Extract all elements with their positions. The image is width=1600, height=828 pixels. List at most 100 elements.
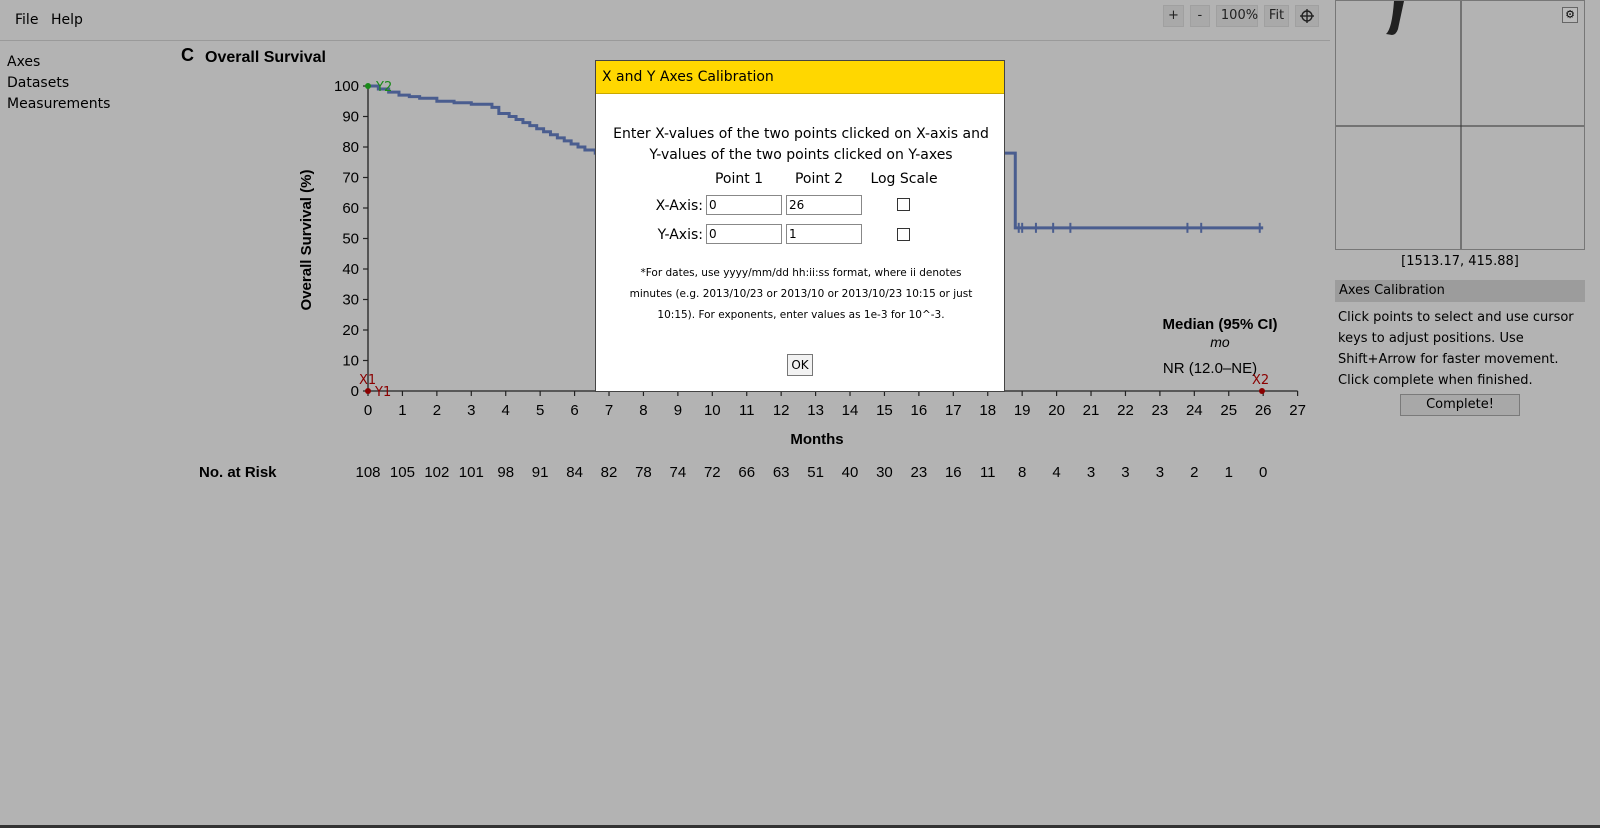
panel-line: Click complete when finished. xyxy=(1338,373,1533,388)
x-axis-label: Months xyxy=(790,431,843,448)
risk-count: 105 xyxy=(390,464,415,481)
x-point2-input[interactable] xyxy=(786,195,862,215)
risk-count: 102 xyxy=(424,464,449,481)
risk-count: 72 xyxy=(704,464,721,481)
x-tick-label: 3 xyxy=(467,402,475,419)
zoom-level-button[interactable]: 100% xyxy=(1215,5,1258,27)
risk-count: 2 xyxy=(1190,464,1198,481)
column-header-point2: Point 2 xyxy=(794,171,844,187)
y-tick-label: 40 xyxy=(342,261,359,278)
x-log-scale-checkbox[interactable] xyxy=(897,198,910,211)
sidebar-item-axes[interactable]: Axes xyxy=(7,54,41,70)
x-tick-label: 5 xyxy=(536,402,544,419)
ok-button[interactable]: OK xyxy=(787,354,813,376)
y-tick-label: 0 xyxy=(351,383,359,400)
instruction-line: Enter X-values of the two points clicked… xyxy=(613,126,989,142)
y-axis-row-label: Y-Axis: xyxy=(657,227,703,243)
y-tick-label: 100 xyxy=(334,78,359,95)
zoom-toolbar: + - 100% Fit xyxy=(1163,5,1320,27)
risk-count: 0 xyxy=(1259,464,1267,481)
calibration-dialog: X and Y Axes Calibration Enter X-values … xyxy=(595,60,1005,392)
x-tick-label: 22 xyxy=(1117,402,1134,419)
risk-count: 101 xyxy=(459,464,484,481)
x-point1-input[interactable] xyxy=(706,195,782,215)
x-tick-label: 27 xyxy=(1289,402,1306,419)
risk-count: 8 xyxy=(1018,464,1026,481)
x-tick-label: 15 xyxy=(876,402,893,419)
risk-count: 78 xyxy=(635,464,652,481)
x-tick-label: 10 xyxy=(704,402,721,419)
risk-count: 1 xyxy=(1225,464,1233,481)
panel-title: Axes Calibration xyxy=(1335,280,1585,302)
instruction-line: Y-values of the two points clicked on Y-… xyxy=(649,147,953,163)
crosshair-icon[interactable] xyxy=(1295,5,1320,27)
x-tick-label: 1 xyxy=(398,402,406,419)
dialog-title: X and Y Axes Calibration xyxy=(596,61,1004,94)
marker-y2-label: Y2 xyxy=(375,80,392,95)
risk-count: 40 xyxy=(842,464,859,481)
x-tick-label: 16 xyxy=(911,402,928,419)
x-tick-label: 25 xyxy=(1220,402,1237,419)
sidebar-item-measurements[interactable]: Measurements xyxy=(7,96,111,112)
risk-count: 11 xyxy=(980,464,996,481)
risk-count: 16 xyxy=(945,464,962,481)
x-tick-label: 11 xyxy=(739,402,755,419)
marker-x2-point[interactable] xyxy=(1259,388,1265,394)
bottom-strip xyxy=(0,825,1600,828)
cursor-coordinates: [1513.17, 415.88] xyxy=(1401,254,1519,269)
x-tick-label: 17 xyxy=(945,402,962,419)
x-tick-label: 9 xyxy=(674,402,682,419)
marker-x1-y1-point[interactable] xyxy=(365,388,371,394)
x-tick-label: 8 xyxy=(639,402,647,419)
x-tick-label: 26 xyxy=(1255,402,1272,419)
dialog-instructions: Enter X-values of the two points clicked… xyxy=(596,124,1006,166)
x-tick-label: 18 xyxy=(979,402,996,419)
median-header: Median (95% CI) xyxy=(1162,316,1277,333)
x-tick-label: 20 xyxy=(1048,402,1065,419)
zoom-in-button[interactable]: + xyxy=(1163,5,1184,27)
menu-bar: File Help + - 100% Fit xyxy=(0,0,1330,41)
marker-x2-label: X2 xyxy=(1252,373,1269,388)
marker-y2-point[interactable] xyxy=(365,83,371,89)
zoom-fit-button[interactable]: Fit xyxy=(1263,5,1290,27)
menu-help[interactable]: Help xyxy=(51,12,83,28)
x-tick-label: 2 xyxy=(433,402,441,419)
y-tick-label: 90 xyxy=(342,109,359,126)
column-header-log-scale: Log Scale xyxy=(870,171,938,187)
risk-count: 66 xyxy=(738,464,755,481)
y-tick-label: 30 xyxy=(342,292,359,309)
figure-title: Overall Survival xyxy=(205,49,326,66)
y-tick-label: 60 xyxy=(342,200,359,217)
sidebar: Axes Datasets Measurements xyxy=(7,52,110,115)
y-log-scale-checkbox[interactable] xyxy=(897,228,910,241)
marker-x1-label: X1 xyxy=(359,373,376,388)
zoom-out-button[interactable]: - xyxy=(1189,5,1210,27)
y-point1-input[interactable] xyxy=(706,224,782,244)
x-tick-label: 23 xyxy=(1152,402,1169,419)
complete-button[interactable]: Complete! xyxy=(1400,394,1520,416)
risk-count: 51 xyxy=(807,464,824,481)
y-tick-label: 10 xyxy=(342,353,359,370)
x-axis-row-label: X-Axis: xyxy=(655,198,703,214)
gear-icon[interactable]: ⚙ xyxy=(1562,7,1578,23)
risk-count: 74 xyxy=(670,464,687,481)
calibration-markers[interactable]: Y2 X1 Y1 X2 xyxy=(359,80,1269,400)
risk-count: 63 xyxy=(773,464,790,481)
x-tick-label: 0 xyxy=(364,402,372,419)
note-line: 10:15). For exponents, enter values as 1… xyxy=(657,309,945,321)
note-line: minutes (e.g. 2013/10/23 or 2013/10 or 2… xyxy=(629,288,973,300)
y-point2-input[interactable] xyxy=(786,224,862,244)
risk-count: 23 xyxy=(911,464,928,481)
y-tick-label: 70 xyxy=(342,170,359,187)
menu-file[interactable]: File xyxy=(15,12,39,28)
x-tick-label: 24 xyxy=(1186,402,1203,419)
column-header-point1: Point 1 xyxy=(714,171,764,187)
magnifier: ⚙ xyxy=(1335,0,1585,250)
panel-line: Click points to select and use cursor xyxy=(1338,310,1574,325)
sidebar-item-datasets[interactable]: Datasets xyxy=(7,75,70,91)
marker-y1-label: Y1 xyxy=(374,385,391,400)
survival-line xyxy=(368,84,1264,230)
risk-count: 3 xyxy=(1156,464,1164,481)
panel-letter: C xyxy=(181,45,194,65)
risk-count: 30 xyxy=(876,464,893,481)
